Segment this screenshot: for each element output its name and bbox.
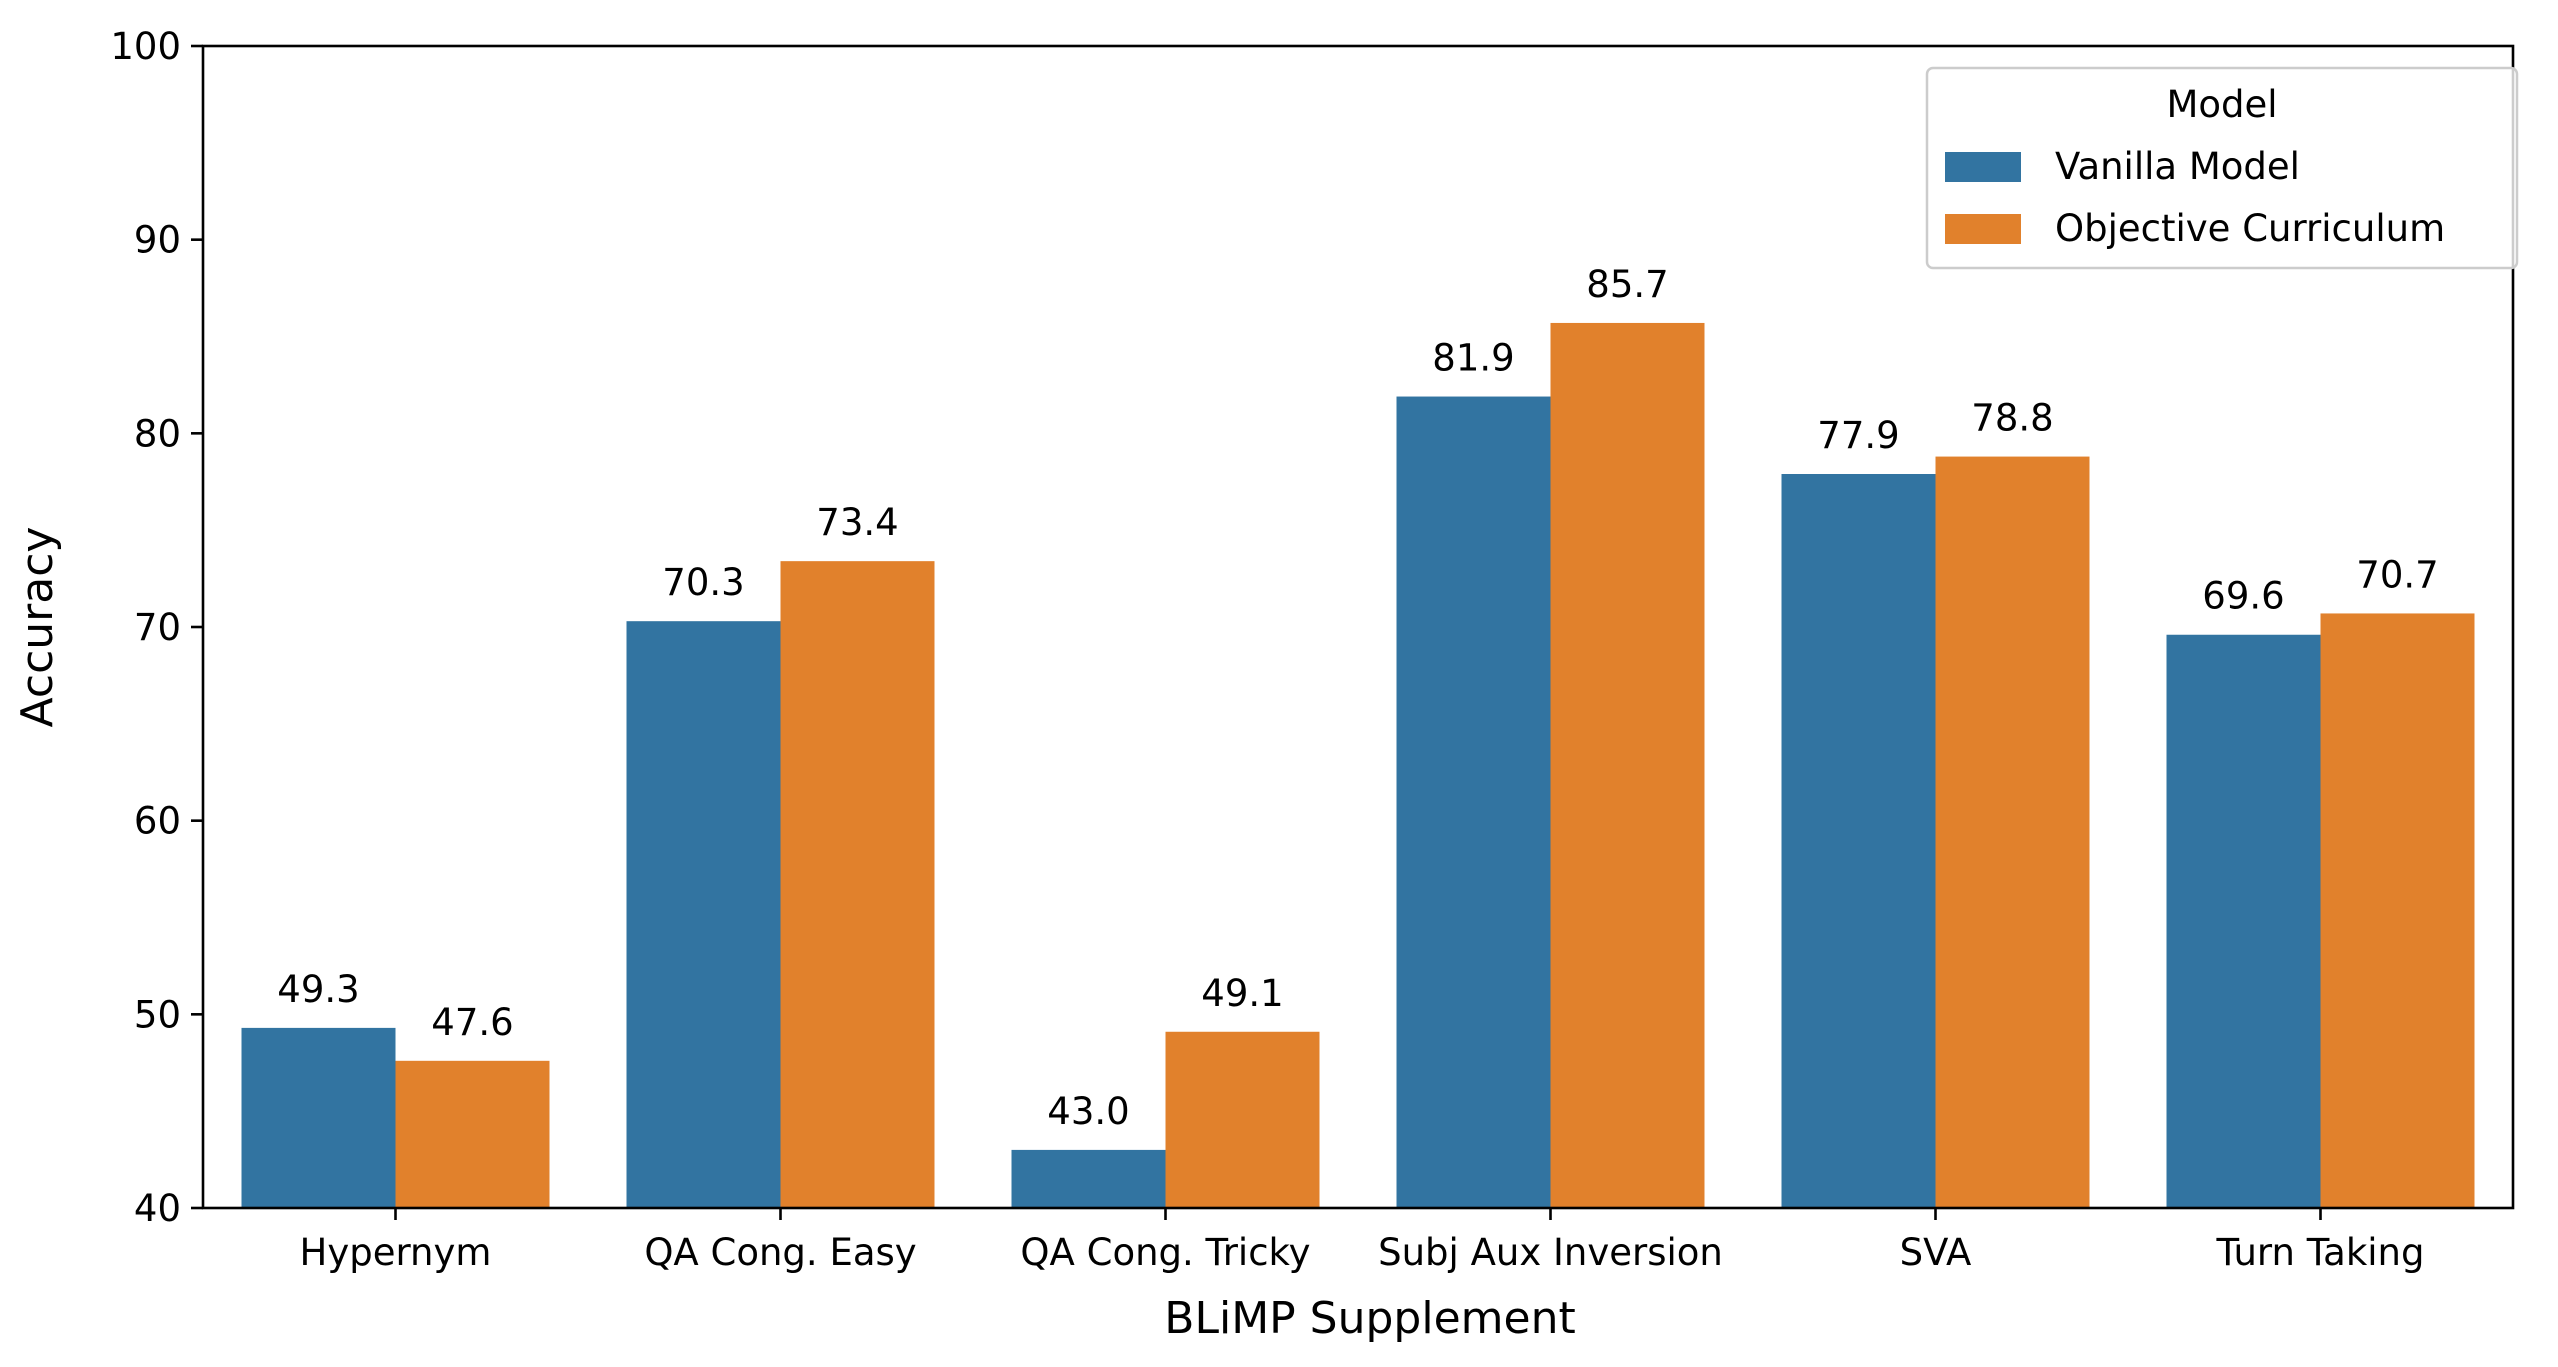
legend-title: Model — [2166, 83, 2277, 126]
data-label-objective-curriculum-sva: 78.8 — [1971, 397, 2053, 440]
y-tick-label: 100 — [110, 25, 181, 68]
x-tick-label-qa-cong-tricky: QA Cong. Tricky — [1020, 1231, 1310, 1274]
bar-objective-curriculum-hypernym — [395, 1060, 550, 1208]
data-label-objective-curriculum-turn-taking: 70.7 — [2356, 553, 2438, 596]
bar-objective-curriculum-turn-taking — [2320, 613, 2475, 1208]
y-tick-label: 90 — [134, 219, 181, 262]
bar-vanilla-model-subj-aux-inversion — [1396, 396, 1551, 1209]
plot-frame — [201, 44, 2515, 1210]
legend-label-objective-curriculum: Objective Curriculum — [2055, 207, 2445, 250]
y-tick-label: 40 — [134, 1187, 181, 1230]
bar-vanilla-model-qa-cong-tricky — [1011, 1149, 1166, 1208]
bar-vanilla-model-qa-cong-easy — [626, 621, 781, 1208]
data-labels-group: 49.3 47.6 70.3 73.4 43.0 49.1 81.9 85.7 77.9 78.8… — [277, 263, 2438, 1133]
x-tick-label-sva: SVA — [1900, 1231, 1972, 1274]
bars-group — [241, 322, 2475, 1209]
y-tick-label: 70 — [134, 606, 181, 649]
y-tick-label: 50 — [134, 993, 181, 1036]
x-tick-label-subj-aux-inversion: Subj Aux Inversion — [1378, 1231, 1723, 1274]
data-label-vanilla-model-qa-cong-tricky: 43.0 — [1047, 1090, 1129, 1133]
y-axis-title: Accuracy — [12, 527, 63, 728]
legend-frame — [1925, 66, 2519, 270]
x-tick-label-turn-taking: Turn Taking — [2216, 1231, 2425, 1274]
bar-objective-curriculum-subj-aux-inversion — [1550, 322, 1705, 1208]
data-label-vanilla-model-hypernym: 49.3 — [277, 968, 359, 1011]
legend: Model Vanilla Model Objective Curriculum — [1925, 66, 2519, 270]
bar-objective-curriculum-sva — [1935, 456, 2090, 1208]
bar-vanilla-model-hypernym — [241, 1027, 396, 1208]
x-tick-label-hypernym: Hypernym — [300, 1231, 492, 1274]
data-label-vanilla-model-sva: 77.9 — [1817, 414, 1899, 457]
bar-objective-curriculum-qa-cong-tricky — [1165, 1031, 1320, 1208]
data-label-objective-curriculum-subj-aux-inversion: 85.7 — [1586, 263, 1668, 306]
y-tick-label: 60 — [134, 800, 181, 843]
y-axis: 40 50 60 70 80 90 100 — [110, 25, 203, 1230]
data-label-vanilla-model-subj-aux-inversion: 81.9 — [1432, 337, 1514, 380]
x-axis: Hypernym QA Cong. Easy QA Cong. Tricky Subj… — [300, 1208, 2425, 1274]
data-label-objective-curriculum-qa-cong-tricky: 49.1 — [1201, 972, 1283, 1015]
data-label-objective-curriculum-qa-cong-easy: 73.4 — [816, 501, 898, 544]
x-tick-label-qa-cong-easy: QA Cong. Easy — [644, 1231, 916, 1274]
x-axis-title: BLiMP Supplement — [1164, 1293, 1575, 1344]
legend-swatch-vanilla-model — [1945, 152, 2021, 182]
legend-label-vanilla-model: Vanilla Model — [2055, 145, 2300, 188]
bar-vanilla-model-sva — [1781, 474, 1936, 1209]
bar-objective-curriculum-qa-cong-easy — [780, 561, 935, 1208]
bar-vanilla-model-turn-taking — [2166, 634, 2321, 1208]
data-label-vanilla-model-turn-taking: 69.6 — [2202, 575, 2284, 618]
y-tick-label: 80 — [134, 412, 181, 455]
legend-swatch-objective-curriculum — [1945, 214, 2021, 244]
data-label-objective-curriculum-hypernym: 47.6 — [431, 1001, 513, 1044]
data-label-vanilla-model-qa-cong-easy: 70.3 — [662, 561, 744, 604]
